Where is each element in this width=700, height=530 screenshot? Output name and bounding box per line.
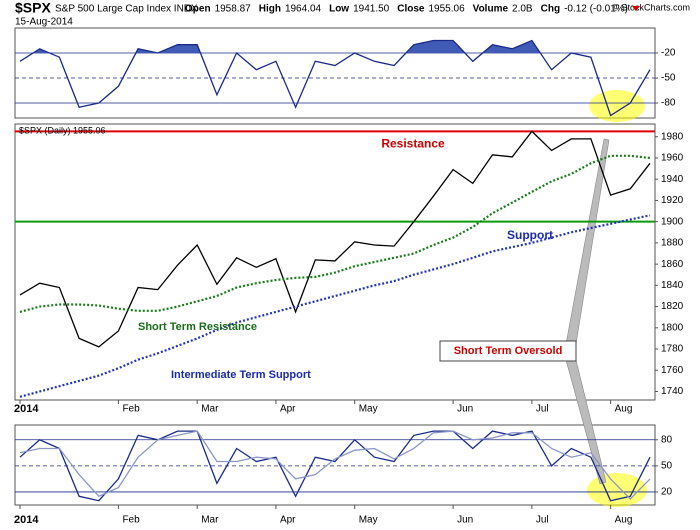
plot: -20 -50 -80 1740 1760 1780 1800 1820 1840 1860 188… [14, 39, 684, 526]
y-tick-label: 20 [661, 487, 673, 498]
down-marker [631, 6, 640, 11]
annotation: Short Term Resistance [138, 321, 257, 333]
level-label: Resistance [381, 137, 445, 151]
credit: © StockCharts.com [612, 2, 690, 12]
highlight [589, 90, 645, 122]
level-label: Support [507, 228, 553, 242]
quote-value: 1964.04 [285, 4, 322, 15]
quote-value: 1955.06 [428, 4, 465, 15]
annotation: Intermediate Term Support [171, 369, 311, 381]
y-tick-label: 50 [661, 461, 673, 472]
y-tick-label: 1840 [661, 280, 684, 291]
panel-top [14, 27, 656, 119]
x-tick-label: Aug [615, 515, 633, 526]
x-tick-label: Aug [615, 404, 633, 415]
quote-value: 1958.87 [215, 4, 252, 15]
series-line [19, 214, 651, 398]
x-tick-label: Jun [457, 404, 473, 415]
y-tick-label: -20 [661, 48, 676, 59]
quote-label: Low [329, 4, 349, 15]
highlight [587, 473, 647, 507]
quote-label: High [259, 4, 281, 15]
date: 15-Aug-2014 [15, 17, 73, 28]
y-tick-label: 1940 [661, 174, 684, 185]
panel-price [14, 123, 656, 401]
x-tick-label: 2014 [14, 403, 39, 415]
y-tick-label: 1780 [661, 344, 684, 355]
quote-label: Chg [541, 4, 560, 15]
x-tick-label: Feb [122, 515, 140, 526]
y-tick-label: 1860 [661, 259, 684, 270]
symbol: $SPX [15, 0, 51, 16]
series-line [19, 430, 651, 502]
y-tick-label: 1960 [661, 153, 684, 164]
x-tick-label: May [359, 515, 378, 526]
quote-label: Open [185, 4, 211, 15]
index-name: S&P 500 Large Cap Index INDX [55, 4, 198, 15]
y-tick-label: 1900 [661, 216, 684, 227]
y-tick-label: 1980 [661, 131, 684, 142]
x-tick-label: Jun [457, 515, 473, 526]
y-tick-label: 1760 [661, 365, 684, 376]
y-tick-label: 1800 [661, 322, 684, 333]
y-tick-label: -50 [661, 73, 676, 84]
x-tick-label: Jul [536, 404, 549, 415]
x-tick-label: Feb [122, 404, 140, 415]
series-line [19, 430, 651, 500]
series-line [19, 39, 651, 117]
legend-label: $SPX (Daily) 1955.06 [19, 125, 106, 135]
y-tick-label: 80 [661, 434, 673, 445]
x-tick-label: Apr [280, 404, 296, 415]
y-tick-label: 1920 [661, 195, 684, 206]
arrow [565, 138, 610, 345]
y-tick-label: 1740 [661, 386, 684, 397]
y-tick-label: 1880 [661, 238, 684, 249]
x-tick-label: May [359, 404, 378, 415]
quote-value: 2.0B [512, 4, 533, 15]
overbought-fill [20, 40, 650, 53]
x-tick-label: Mar [201, 404, 219, 415]
x-tick-label: 2014 [14, 514, 39, 526]
annotation-box [439, 340, 577, 362]
y-tick-label: 1820 [661, 301, 684, 312]
x-tick-label: Mar [201, 515, 219, 526]
x-tick-label: Jul [536, 515, 549, 526]
panel-bottom [14, 424, 656, 506]
y-tick-label: -80 [661, 98, 676, 109]
quote-value: 1941.50 [353, 4, 390, 15]
series-line [19, 130, 651, 348]
x-tick-label: Apr [280, 515, 296, 526]
quote-label: Close [397, 4, 425, 15]
series-line [19, 154, 651, 313]
quote-value: -0.12 (-0.01%) [564, 4, 628, 15]
quote: Open 1958.87 High 1964.04 Low 1941.50 Close 195… [185, 4, 640, 15]
annotation: Short Term Oversold [454, 345, 563, 357]
quote-label: Volume [473, 4, 509, 15]
